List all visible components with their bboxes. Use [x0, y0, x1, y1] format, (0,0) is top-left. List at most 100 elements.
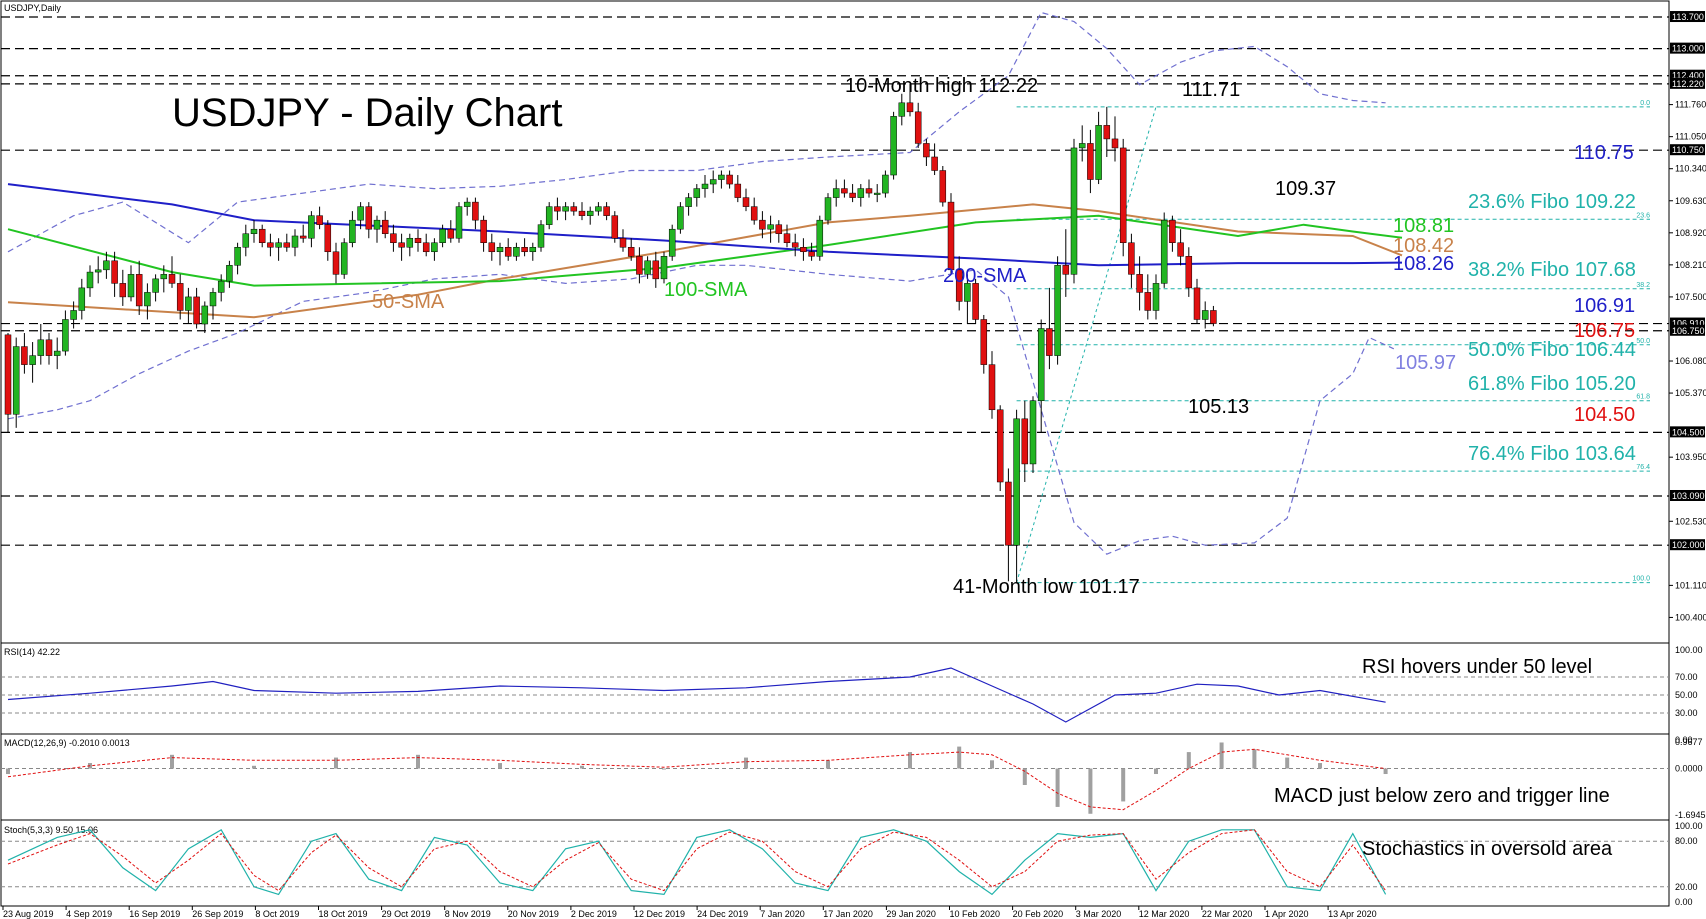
- fib-level-tag: 100.0: [1632, 576, 1650, 583]
- candle-body: [21, 346, 28, 365]
- fib-level-tag: 76.4: [1636, 464, 1650, 471]
- annotation-v10597: 105.97: [1395, 352, 1456, 374]
- time-tick-label: 18 Oct 2019: [319, 909, 368, 919]
- price-tick-label: 110.340: [1675, 164, 1706, 174]
- candle-body: [988, 364, 996, 411]
- candle-body: [1046, 328, 1053, 356]
- annotation-r11075: 110.75: [1574, 142, 1634, 164]
- price-label-box: [1670, 317, 1705, 329]
- candle-body: [217, 280, 225, 293]
- candle-body: [570, 206, 578, 212]
- rsi-panel: 100.00 70.00 50.00 30.00 0.00: [1, 645, 1703, 745]
- time-tick-label: 29 Oct 2019: [382, 909, 431, 919]
- price-label-box: [1670, 11, 1705, 23]
- candle-body: [291, 235, 299, 248]
- annotation-v10881: 108.81: [1393, 215, 1454, 237]
- candle-body: [283, 242, 291, 248]
- candle-body: [1152, 283, 1160, 311]
- price-label-box: [1670, 324, 1705, 336]
- stoch-label: Stoch(5,3,3) 9.50 15.06: [4, 825, 98, 835]
- candle-body: [414, 237, 422, 243]
- candle-body: [808, 251, 815, 257]
- candle-body: [340, 242, 348, 275]
- macd-bar: [990, 760, 994, 769]
- macd-bar: [1022, 768, 1027, 785]
- annotation-v10450: 104.50: [1574, 404, 1635, 426]
- candle-body: [923, 143, 930, 158]
- stoch-note: Stochastics in oversold area: [1362, 838, 1613, 860]
- candle-body: [783, 233, 791, 243]
- candle-body: [1013, 418, 1020, 546]
- candle-body: [37, 339, 45, 356]
- annotation-sma200: 200-SMA: [943, 265, 1027, 287]
- rsi-tick-label: 50.00: [1675, 690, 1698, 700]
- candle-body: [603, 206, 610, 216]
- price-tick-label: 109.630: [1675, 196, 1706, 206]
- candle-body: [381, 219, 389, 234]
- macd-tick-label: -1.6945: [1675, 810, 1706, 820]
- candle-body: [832, 188, 840, 198]
- candle-body: [1054, 265, 1061, 356]
- price-tick-label: 105.370: [1675, 388, 1706, 398]
- candle-body: [160, 274, 168, 280]
- candle-body: [332, 251, 340, 275]
- time-tick-label: 16 Sep 2019: [129, 909, 180, 919]
- annotation-h111: 111.71: [1182, 79, 1240, 101]
- bollinger-lower: [7, 264, 1395, 555]
- rsi-tick-label: 30.00: [1675, 708, 1698, 718]
- candle-body: [455, 206, 463, 239]
- candle-body: [62, 319, 69, 352]
- candle-body: [955, 269, 963, 302]
- annotation-fib382: 38.2% Fibo 107.68: [1468, 259, 1636, 281]
- candle-body: [562, 206, 569, 212]
- candle-body: [1119, 147, 1127, 243]
- macd-bar: [252, 765, 256, 769]
- rsi-tick-label: 0.00: [1675, 735, 1693, 745]
- candle-body: [791, 242, 799, 248]
- candle-body: [972, 283, 979, 320]
- candle-body: [242, 233, 250, 248]
- price-label-box: [1670, 539, 1705, 551]
- candle-body: [914, 111, 922, 144]
- macd-bar: [1318, 763, 1322, 769]
- candle-body: [816, 219, 824, 257]
- candle-body: [709, 179, 717, 185]
- annotation-h109: 109.37: [1275, 178, 1336, 200]
- candle-body: [390, 233, 397, 243]
- annotation-v10675: 106.75: [1574, 320, 1635, 342]
- price-label-box: [1670, 489, 1705, 501]
- annotations: 10-Month high 112.22 111.71 109.37 105.13 41…: [372, 75, 1636, 598]
- time-tick-label: 24 Dec 2019: [697, 909, 748, 919]
- macd-bar: [1121, 768, 1126, 802]
- candle-body: [111, 260, 118, 284]
- price-tick-label: 108.920: [1675, 228, 1706, 238]
- time-tick-label: 29 Jan 2020: [886, 909, 936, 919]
- stoch-tick-label: 100.00: [1675, 821, 1703, 831]
- fib-level-tag: 0.0: [1640, 100, 1650, 107]
- candle-body: [103, 260, 110, 271]
- bollinger-bands: [7, 11, 1395, 555]
- candle-body: [398, 242, 405, 248]
- time-tick-label: 7 Jan 2020: [760, 909, 805, 919]
- macd-bar: [498, 763, 502, 769]
- candle-body: [447, 228, 455, 239]
- macd-bar: [170, 754, 174, 769]
- macd-bar: [908, 752, 912, 769]
- stoch-tick-label: 80.00: [1675, 836, 1698, 846]
- rsi-note: RSI hovers under 50 level: [1362, 656, 1592, 678]
- candle-body: [734, 183, 742, 198]
- macd-bar: [416, 754, 420, 769]
- annotation-fib618: 61.8% Fibo 105.20: [1468, 373, 1636, 395]
- macd-tick-label: 0.0000: [1675, 764, 1703, 774]
- candle-body: [1144, 292, 1152, 311]
- candle-body: [349, 219, 356, 243]
- macd-bar: [1219, 742, 1224, 769]
- price-label-text: 112.400: [1672, 71, 1704, 81]
- candle-body: [234, 247, 241, 266]
- candle-body: [135, 274, 143, 307]
- candle-body: [1095, 125, 1102, 180]
- candle-body: [873, 192, 881, 195]
- annotation-fib764: 76.4% Fibo 103.64: [1468, 443, 1636, 465]
- rsi-label: RSI(14) 42.22: [4, 647, 60, 657]
- price-label-text: 110.750: [1672, 145, 1704, 155]
